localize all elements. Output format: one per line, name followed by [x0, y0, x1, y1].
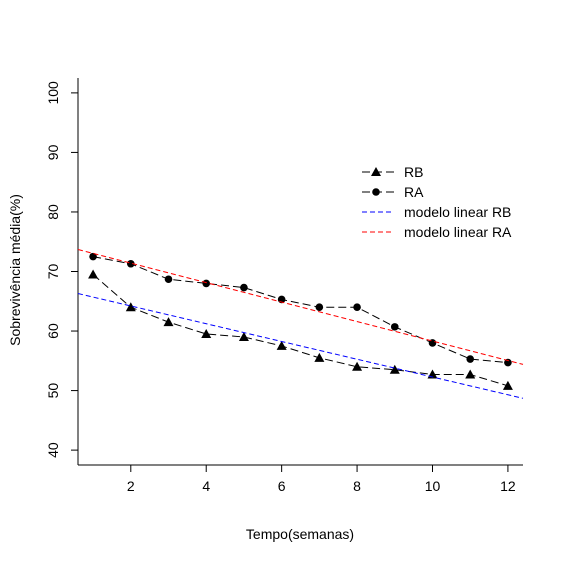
data-point-rb — [201, 329, 212, 339]
data-point-rb — [276, 340, 287, 350]
series-ra — [89, 252, 512, 367]
axes: 2 4 6 8 10 12 40 50 60 70 80 90 100 — [45, 78, 523, 494]
x-tick-label: 10 — [425, 478, 441, 494]
data-point-rb — [163, 317, 174, 327]
data-point-ra — [89, 252, 97, 261]
x-tick-label: 2 — [127, 478, 135, 494]
y-tick-label: 40 — [45, 442, 61, 458]
data-point-rb — [314, 352, 325, 362]
data-point-ra — [315, 303, 324, 312]
x-tick-label: 6 — [278, 478, 286, 494]
legend-label-modelo-linear-ra: modelo linear RA — [404, 224, 512, 240]
data-point-ra — [466, 355, 475, 363]
y-tick-label: 90 — [45, 144, 61, 160]
data-point-ra — [240, 283, 248, 292]
data-point-ra — [202, 279, 211, 288]
data-point-rb — [238, 331, 249, 341]
series-modelo-linear-ra — [77, 248, 524, 365]
y-axis-title: Sobrevivência média(%) — [7, 194, 23, 346]
legend-label-modelo-linear-rb: modelo linear RB — [404, 204, 511, 220]
data-point-rb — [465, 369, 476, 379]
series-modelo-linear-rb — [77, 293, 524, 399]
x-axis-title: Tempo(semanas) — [246, 526, 354, 542]
series-line-modelo-linear-rb — [77, 293, 524, 399]
data-point-ra — [428, 339, 437, 347]
legend-item-modelo-linear-rb: modelo linear RB — [362, 204, 511, 220]
x-tick-label: 12 — [500, 478, 516, 494]
legend-item-rb: RB — [362, 164, 423, 180]
series-line-ra — [92, 256, 508, 364]
legend-label-ra: RA — [404, 184, 424, 200]
series-rb — [88, 269, 513, 390]
data-point-rb — [389, 364, 400, 374]
data-point-rb — [352, 361, 363, 371]
legend-marker-rb — [371, 167, 381, 176]
data-point-ra — [390, 323, 399, 331]
y-tick-label: 100 — [45, 81, 61, 105]
legend-item-ra: RA — [362, 184, 424, 200]
data-point-rb — [125, 302, 136, 312]
series-layer — [77, 248, 524, 399]
data-point-ra — [504, 358, 512, 367]
x-tick-label: 8 — [353, 478, 361, 494]
data-point-ra — [126, 259, 135, 268]
data-point-rb — [502, 380, 513, 390]
y-tick-label: 60 — [45, 323, 61, 339]
y-tick-label: 50 — [45, 383, 61, 399]
data-point-ra — [353, 303, 361, 312]
series-line-modelo-linear-ra — [77, 248, 524, 365]
legend: RB RA modelo linear RB modelo linear RA — [362, 164, 512, 240]
data-point-rb — [88, 269, 99, 279]
x-tick-label: 4 — [202, 478, 210, 494]
series-line-rb — [92, 274, 509, 387]
legend-marker-ra — [372, 188, 380, 196]
y-tick-label: 70 — [45, 264, 61, 280]
y-tick-label: 80 — [45, 204, 61, 220]
data-point-ra — [164, 275, 173, 284]
legend-item-modelo-linear-ra: modelo linear RA — [362, 224, 512, 240]
legend-label-rb: RB — [404, 164, 423, 180]
